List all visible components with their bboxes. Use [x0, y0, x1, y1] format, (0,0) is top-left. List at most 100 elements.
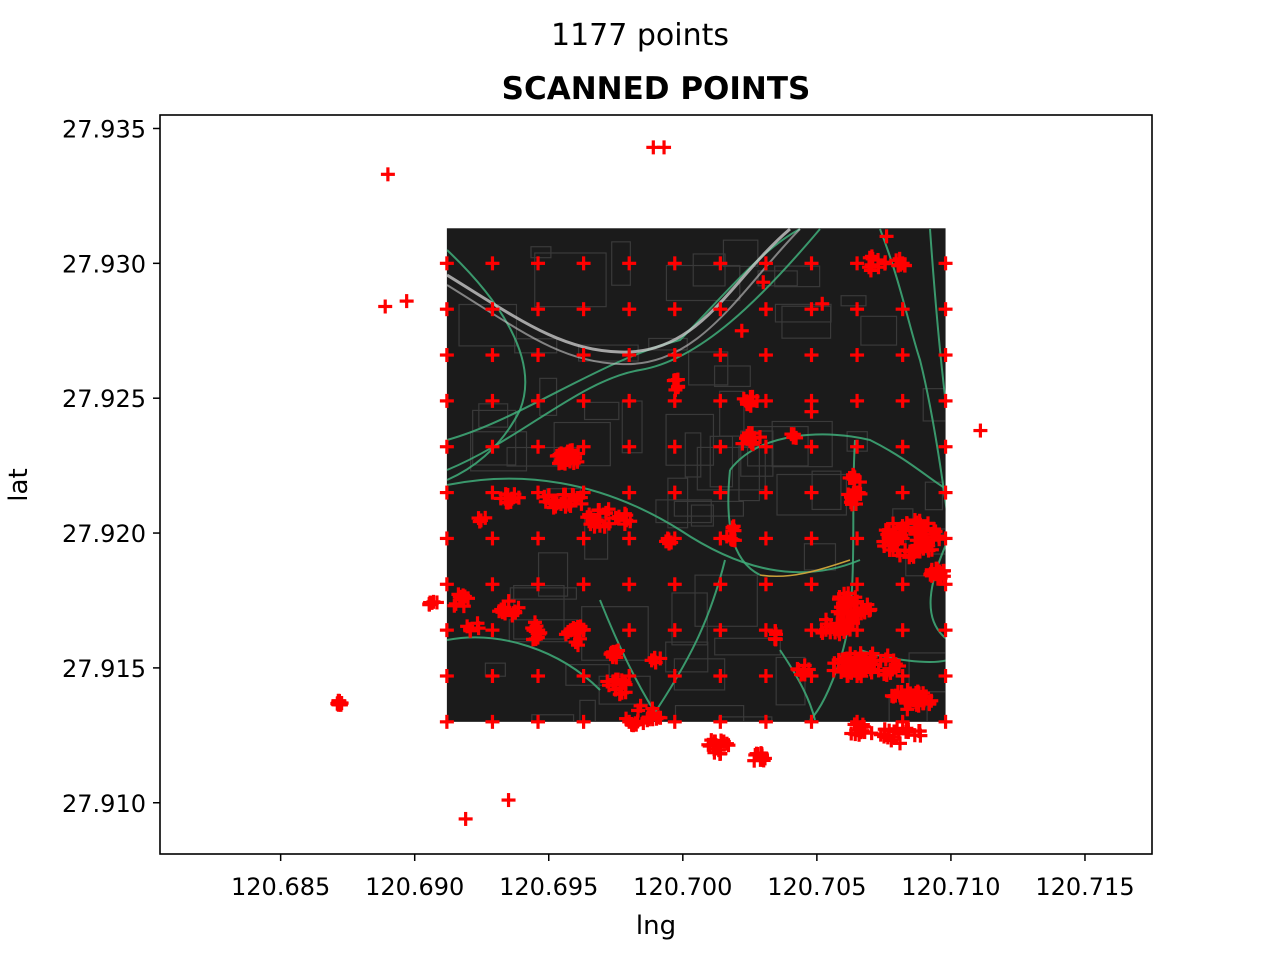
data-point	[557, 452, 572, 467]
map-highway	[446, 228, 801, 366]
data-point	[531, 439, 546, 454]
data-point	[894, 685, 909, 700]
map-minor-road	[774, 303, 832, 323]
x-tick-label: 120.685	[231, 873, 330, 901]
data-point	[622, 302, 637, 317]
data-point	[439, 439, 454, 454]
data-point	[891, 726, 906, 741]
data-point	[576, 393, 591, 408]
map-base	[446, 228, 946, 722]
data-point	[749, 746, 764, 761]
map-minor-road	[684, 432, 702, 478]
data-point	[495, 605, 510, 620]
data-point	[576, 256, 591, 271]
data-point	[915, 539, 930, 554]
map-road	[446, 477, 861, 574]
data-point	[938, 439, 953, 454]
y-tick-label: 27.920	[62, 520, 146, 548]
data-point	[623, 514, 638, 529]
data-point	[601, 516, 616, 531]
data-point	[929, 561, 944, 576]
data-point	[895, 521, 910, 536]
data-point	[713, 485, 728, 500]
data-point	[819, 617, 834, 632]
data-point	[804, 404, 819, 419]
data-point	[892, 659, 907, 674]
data-point	[832, 621, 847, 636]
map-road	[879, 228, 946, 510]
data-point	[471, 511, 486, 526]
data-point	[838, 591, 853, 606]
data-point	[713, 256, 728, 271]
data-point	[898, 693, 913, 708]
data-point	[804, 348, 819, 363]
data-point	[938, 668, 953, 683]
data-point	[439, 302, 454, 317]
data-points	[330, 140, 988, 826]
data-point	[439, 577, 454, 592]
data-point	[570, 620, 585, 635]
map-minor-road	[692, 253, 726, 287]
x-axis: 120.685 120.690 120.695 120.700 120.705 120.7…	[231, 854, 1135, 901]
data-point	[633, 698, 648, 713]
data-point	[558, 487, 573, 502]
data-point	[738, 431, 753, 446]
data-point	[439, 531, 454, 546]
data-point	[622, 256, 637, 271]
data-point	[439, 348, 454, 363]
map-minor-road	[688, 351, 729, 386]
data-point	[622, 623, 637, 638]
data-point	[895, 439, 910, 454]
data-point	[576, 531, 591, 546]
data-point	[580, 510, 595, 525]
y-tick-label: 27.935	[62, 115, 146, 143]
data-point	[576, 714, 591, 729]
data-point	[667, 256, 682, 271]
data-point	[758, 348, 773, 363]
data-point	[850, 256, 865, 271]
data-point	[576, 348, 591, 363]
data-point	[835, 652, 850, 667]
map-minor-road	[722, 239, 759, 267]
data-point	[531, 577, 546, 592]
data-point	[622, 439, 637, 454]
data-point	[938, 348, 953, 363]
data-point	[843, 646, 858, 661]
data-point	[653, 651, 668, 666]
data-point	[900, 702, 915, 717]
data-point	[758, 302, 773, 317]
data-point	[485, 393, 500, 408]
data-point	[938, 393, 953, 408]
data-point	[931, 529, 946, 544]
data-point	[890, 543, 905, 558]
data-point	[740, 395, 755, 410]
x-axis-label: lng	[636, 911, 676, 941]
data-point	[879, 229, 894, 244]
y-tick-label: 27.915	[62, 655, 146, 683]
data-point	[531, 531, 546, 546]
data-point	[531, 393, 546, 408]
data-point	[619, 711, 634, 726]
data-point	[622, 348, 637, 363]
map-minor-road	[648, 337, 688, 351]
data-point	[501, 793, 516, 808]
data-point	[598, 505, 613, 520]
y-axis-label: lat	[4, 468, 34, 501]
data-point	[862, 260, 877, 275]
data-point	[938, 485, 953, 500]
data-point	[576, 668, 591, 683]
map-minor-road	[696, 446, 766, 491]
map-minor-road	[553, 421, 611, 467]
data-point	[850, 348, 865, 363]
data-point	[880, 527, 895, 542]
data-point	[667, 577, 682, 592]
x-tick-label: 120.705	[767, 873, 866, 901]
map-minor-road	[774, 265, 821, 288]
data-point	[470, 616, 485, 631]
data-point	[463, 622, 478, 637]
data-point	[757, 751, 772, 766]
data-point	[842, 659, 857, 674]
data-point	[571, 446, 586, 461]
data-point	[758, 668, 773, 683]
data-point	[848, 727, 863, 742]
